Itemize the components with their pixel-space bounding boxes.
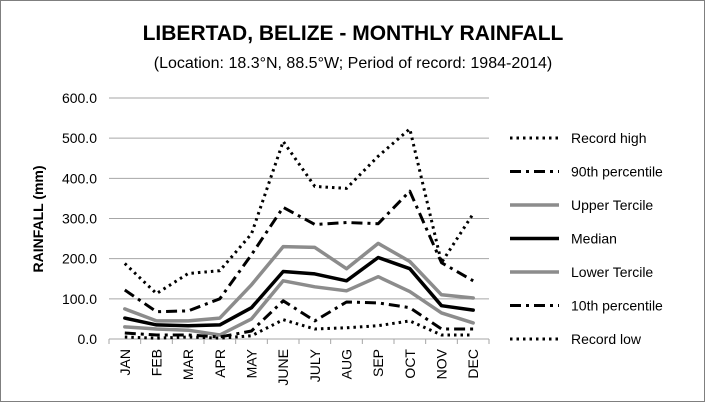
x-tick-label: APR	[212, 349, 228, 378]
x-tick-label: OCT	[402, 349, 418, 379]
y-tick-label: 0.0	[78, 331, 98, 347]
series-line	[123, 274, 475, 337]
series-line	[123, 127, 475, 296]
y-tick-label: 300.0	[62, 211, 97, 227]
legend-label: Record high	[571, 130, 647, 146]
y-tick-label: 200.0	[62, 251, 97, 267]
series-line	[123, 189, 474, 314]
chart-title: LIBERTAD, BELIZE - MONTHLY RAINFALL	[143, 22, 564, 45]
legend-label: Lower Tercile	[571, 264, 653, 280]
x-tick-label: AUG	[339, 349, 355, 379]
legend-label: 90th percentile	[571, 164, 663, 180]
x-tick-label: MAR	[180, 349, 196, 380]
gridlines	[109, 97, 489, 300]
series-lines	[123, 127, 475, 340]
series-line	[123, 255, 475, 328]
x-tick-label: JULY	[307, 348, 323, 382]
chart-subtitle: (Location: 18.3°N, 88.5°W; Period of rec…	[154, 55, 553, 72]
legend-label: Upper Tercile	[571, 197, 653, 213]
series-line	[123, 241, 475, 323]
legend-label: Median	[571, 231, 617, 247]
x-tick-label: FEB	[149, 349, 165, 376]
y-tick-label: 600.0	[62, 90, 97, 106]
y-tick-label: 500.0	[62, 130, 97, 146]
legend-label: Record low	[571, 331, 642, 347]
x-tick-label: DEC	[465, 349, 481, 379]
x-tick-label: SEP	[370, 349, 386, 377]
x-tick-label: MAY	[244, 348, 260, 378]
y-tick-label: 400.0	[62, 170, 97, 186]
y-tick-label: 100.0	[62, 291, 97, 307]
axes: 0.0 100.0 200.0 300.0 400.0 500.0 600.0 JAN FEB M…	[62, 90, 490, 386]
legend-label: 10th percentile	[571, 298, 663, 314]
x-tick-label: JUNE	[275, 349, 291, 386]
legend: Record high 90th percentile Upper Tercile M…	[510, 130, 663, 347]
y-axis-label: RAINFALL (mm)	[30, 165, 46, 272]
x-tick-label: NOV	[434, 348, 450, 379]
x-tick-label: JAN	[117, 349, 133, 375]
series-line	[124, 299, 474, 339]
